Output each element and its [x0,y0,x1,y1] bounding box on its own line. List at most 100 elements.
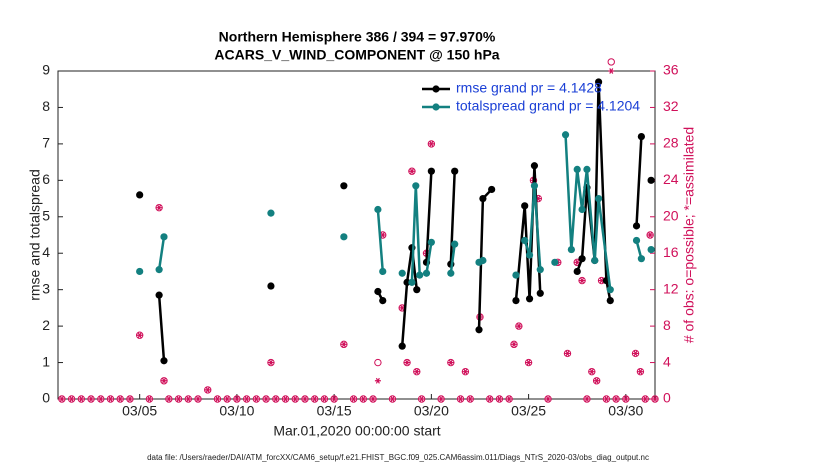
obs-possible [281,395,290,403]
obs-assimilated [68,396,75,402]
series-marker [525,295,534,303]
obs-assimilated [637,368,644,375]
series-marker [647,245,655,254]
obs-possible [320,395,329,403]
y-tick-label: 6 [42,171,50,187]
series-marker [447,269,455,277]
y2-tick-label: 0 [663,390,671,406]
series-marker [525,251,534,259]
series-marker [551,258,559,266]
obs-possible [583,395,591,403]
obs-possible [242,395,251,403]
obs-possible [524,358,533,367]
obs-assimilated [593,377,600,384]
obs-assimilated [379,232,386,238]
series-marker [606,297,614,305]
obs-possible [213,395,222,403]
obs-assimilated [253,396,260,402]
obs-possible [403,358,411,367]
y-tick-label: 5 [42,207,50,223]
y-tick-label: 9 [42,62,50,78]
obs-assimilated [331,396,338,402]
series-marker [136,191,144,199]
obs-possible [267,358,275,367]
series-marker [479,256,487,265]
series-marker [573,267,581,276]
obs-possible [77,395,86,403]
obs-possible [204,386,212,394]
obs-assimilated [321,396,328,402]
obs-assimilated [642,396,649,402]
x-tick-label: 03/25 [511,403,546,419]
obs-possible [388,395,397,403]
obs-possible [97,395,105,403]
series-marker [637,133,645,141]
series-marker [379,297,387,305]
obs-possible [651,395,659,403]
obs-assimilated [195,396,202,402]
obs-assimilated [370,396,377,402]
obs-assimilated [486,396,493,402]
series-marker [561,131,570,139]
obs-assimilated [438,396,445,402]
obs-assimilated [146,396,153,402]
obs-assimilated [204,386,211,393]
series-marker [422,269,431,277]
series-marker [521,202,529,210]
series-marker [567,245,575,254]
x-tick-label: 03/30 [608,403,643,419]
obs-assimilated [399,304,406,311]
series-marker [267,209,275,217]
y-tick-label: 7 [42,135,50,151]
obs-assimilated [515,323,522,330]
obs-possible [116,395,124,403]
obs-possible [233,395,241,403]
y-tick-label: 1 [42,353,50,369]
obs-possible [165,395,173,403]
obs-possible [544,395,552,403]
obs-assimilated [608,68,615,74]
obs-assimilated [340,341,347,348]
x-tick-label: 03/20 [414,403,449,419]
series-marker [512,297,520,305]
series-marker [160,357,168,365]
series-line [159,82,651,361]
legend-marker [432,85,440,93]
legend-marker [432,103,440,111]
obs-assimilated [78,396,85,402]
obs-assimilated [428,140,435,147]
footnote: data file: /Users/raeder/DAI/ATM_forcXX/… [147,453,649,462]
plot-frame [57,70,656,400]
obs-assimilated [97,396,104,402]
y2-tick-label: 16 [663,244,679,260]
obs-possible [330,395,338,403]
series-marker [632,236,641,245]
obs-assimilated [107,396,114,402]
obs-possible [461,367,470,376]
obs-possible [174,395,183,403]
obs-possible [437,395,445,403]
series-marker [136,267,144,276]
obs-assimilated [117,396,124,402]
y-tick-label: 3 [42,280,50,296]
legend-label: rmse grand pr = 4.1428 [456,80,602,96]
obs-possible [631,349,640,358]
chart-subtitle: ACARS_V_WIND_COMPONENT @ 150 hPa [214,47,499,63]
y2-axis-label: # of obs: o=possible; *=assimilated [681,127,697,343]
obs-possible [374,358,382,367]
obs-assimilated [214,396,221,402]
obs-possible [359,395,368,403]
obs-assimilated [511,341,518,348]
obs-assimilated [165,396,172,402]
obs-assimilated [408,168,415,175]
obs-assimilated [525,359,532,366]
obs-assimilated [457,396,464,402]
series-marker [427,238,435,246]
obs-assimilated [622,396,629,402]
obs-assimilated [136,332,143,339]
obs-assimilated [292,396,299,402]
y2-tick-label: 12 [663,280,679,296]
obs-assimilated [545,396,552,402]
obs-assimilated [160,377,167,384]
y2-tick-label: 24 [663,171,679,187]
